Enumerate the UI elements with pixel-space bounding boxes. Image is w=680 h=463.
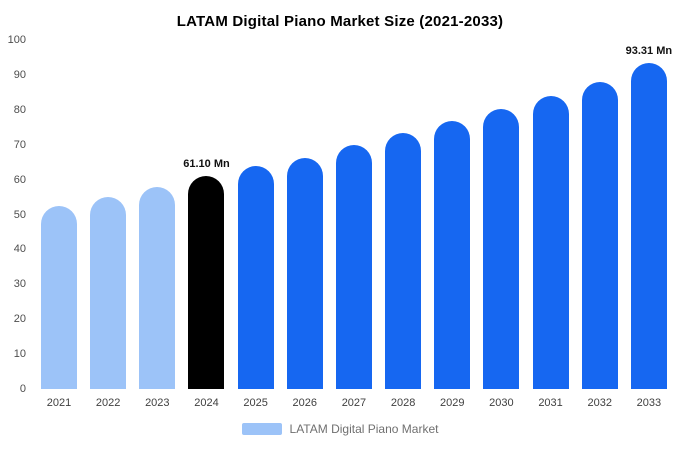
x-axis-label: 2031: [538, 397, 563, 409]
chart: LATAM Digital Piano Market Size (2021-20…: [0, 13, 680, 436]
x-axis-label: 2028: [390, 397, 416, 409]
bar-column: [478, 108, 524, 389]
y-tick-label: 40: [13, 243, 26, 256]
y-tick-label: 0: [19, 383, 26, 395]
y-tick-label: 70: [13, 138, 26, 151]
x-axis-label: 2021: [46, 397, 72, 409]
bar-2030: [483, 108, 520, 389]
bar-2027: [335, 145, 372, 389]
bar-column: 93.31 Mn: [626, 45, 672, 389]
bar-column: [233, 166, 279, 389]
y-tick-label: 100: [7, 34, 26, 46]
plot-area: 0 10 20 30 40 50 60 70 80 90 100 61.10 Mn 93.31 Mn: [8, 34, 674, 395]
bar-column: [85, 197, 131, 389]
bar-2025: [237, 166, 274, 389]
legend-swatch: [241, 423, 282, 435]
x-axis-label: 2026: [292, 397, 318, 409]
x-axis-label: 2022: [95, 397, 121, 409]
bar-2024: [188, 175, 225, 389]
chart-title: LATAM Digital Piano Market Size (2021-20…: [176, 13, 504, 30]
y-axis: 0 10 20 30 40 50 60 70 80 90 100: [0, 34, 28, 395]
x-axis-label: 2029: [440, 397, 465, 409]
bar-2032: [581, 81, 618, 389]
x-axis-label: 2033: [636, 397, 662, 409]
y-tick-label: 60: [13, 173, 26, 186]
y-tick-label: 30: [13, 278, 26, 291]
bar-column: [134, 186, 180, 389]
bar-value-label: 93.31 Mn: [625, 45, 673, 58]
x-axis-label: 2023: [145, 397, 170, 409]
bar-2026: [286, 157, 323, 389]
x-axis-label: 2024: [194, 397, 219, 409]
y-tick-label: 10: [13, 348, 26, 361]
x-axis-label: 2025: [243, 397, 268, 409]
bar-2029: [434, 120, 471, 389]
y-tick-label: 50: [13, 208, 26, 221]
bar-2028: [385, 133, 422, 389]
bar-2033: [630, 63, 667, 389]
bar-column: [528, 95, 574, 389]
bar-column: [36, 205, 82, 389]
bar-column: [380, 133, 426, 389]
bar-2022: [90, 197, 127, 389]
bar-column: [429, 120, 475, 389]
legend: LATAM Digital Piano Market: [0, 422, 680, 436]
bar-column: [282, 157, 328, 389]
bar-column: [331, 145, 377, 389]
bar-column: 61.10 Mn: [183, 157, 230, 389]
bar-2021: [41, 205, 77, 389]
bar-column: [577, 81, 623, 389]
y-tick-label: 80: [13, 103, 26, 116]
x-axis-label: 2032: [587, 397, 612, 409]
x-axis-label: 2030: [489, 397, 514, 409]
x-axis: 2021 2022 2023 2024 2025 2026 2027 2028 2029 2030…: [34, 397, 674, 409]
x-axis-label: 2027: [341, 397, 367, 409]
y-tick-label: 90: [13, 68, 26, 81]
bars-container: 61.10 Mn 93.31 Mn: [34, 40, 674, 389]
y-tick-label: 20: [13, 313, 26, 326]
bar-2023: [139, 186, 176, 389]
bar-value-label: 61.10 Mn: [183, 157, 230, 170]
legend-label: LATAM Digital Piano Market: [289, 422, 439, 436]
bar-2031: [532, 95, 569, 389]
